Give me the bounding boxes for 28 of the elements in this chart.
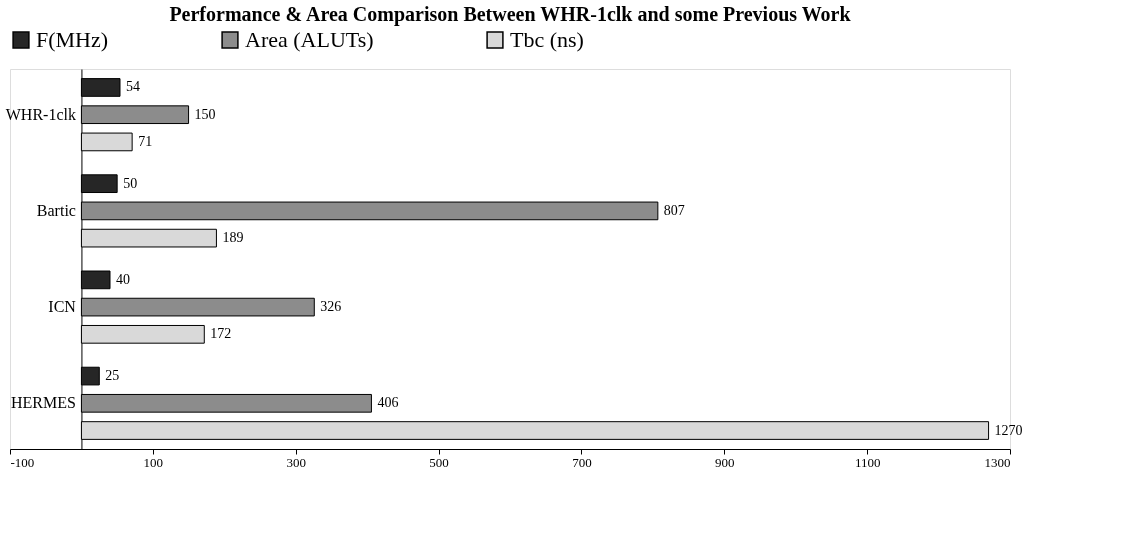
y-tick-label: WHR-1clk: [5, 105, 76, 123]
y-tick-label: HERMES: [11, 394, 76, 412]
data-label: 71: [138, 133, 153, 149]
legend-label: Tbc (ns): [510, 27, 584, 52]
x-tick-label: 700: [572, 454, 592, 470]
data-label: 54: [126, 79, 140, 95]
data-label: 172: [210, 326, 232, 342]
legend-label: Area (ALUTs): [245, 27, 374, 52]
x-tick-label: 500: [429, 454, 449, 470]
data-label: 189: [222, 230, 244, 246]
x-tick-label: 900: [715, 454, 735, 470]
data-label: 807: [663, 202, 685, 218]
x-tick-label: 100: [143, 454, 164, 470]
data-label: 150: [194, 106, 216, 122]
x-tick-label: 1100: [854, 454, 881, 470]
chart-title: Performance & Area Comparison Between WHR-1clk and some Previous Work: [169, 3, 852, 26]
x-tick-label: 300: [286, 454, 306, 470]
y-tick-label: ICN: [48, 298, 77, 316]
data-label: 25: [105, 368, 120, 384]
data-label: 406: [377, 395, 399, 411]
data-label: 326: [320, 299, 342, 315]
x-tick-label: 1300: [984, 454, 1011, 470]
data-label: 1270: [994, 422, 1023, 438]
y-tick-label: Bartic: [36, 201, 76, 219]
data-label: 40: [116, 271, 130, 287]
x-tick-label: -100: [10, 454, 35, 470]
data-label: 50: [123, 175, 138, 191]
legend-label: F(MHz): [36, 27, 109, 52]
